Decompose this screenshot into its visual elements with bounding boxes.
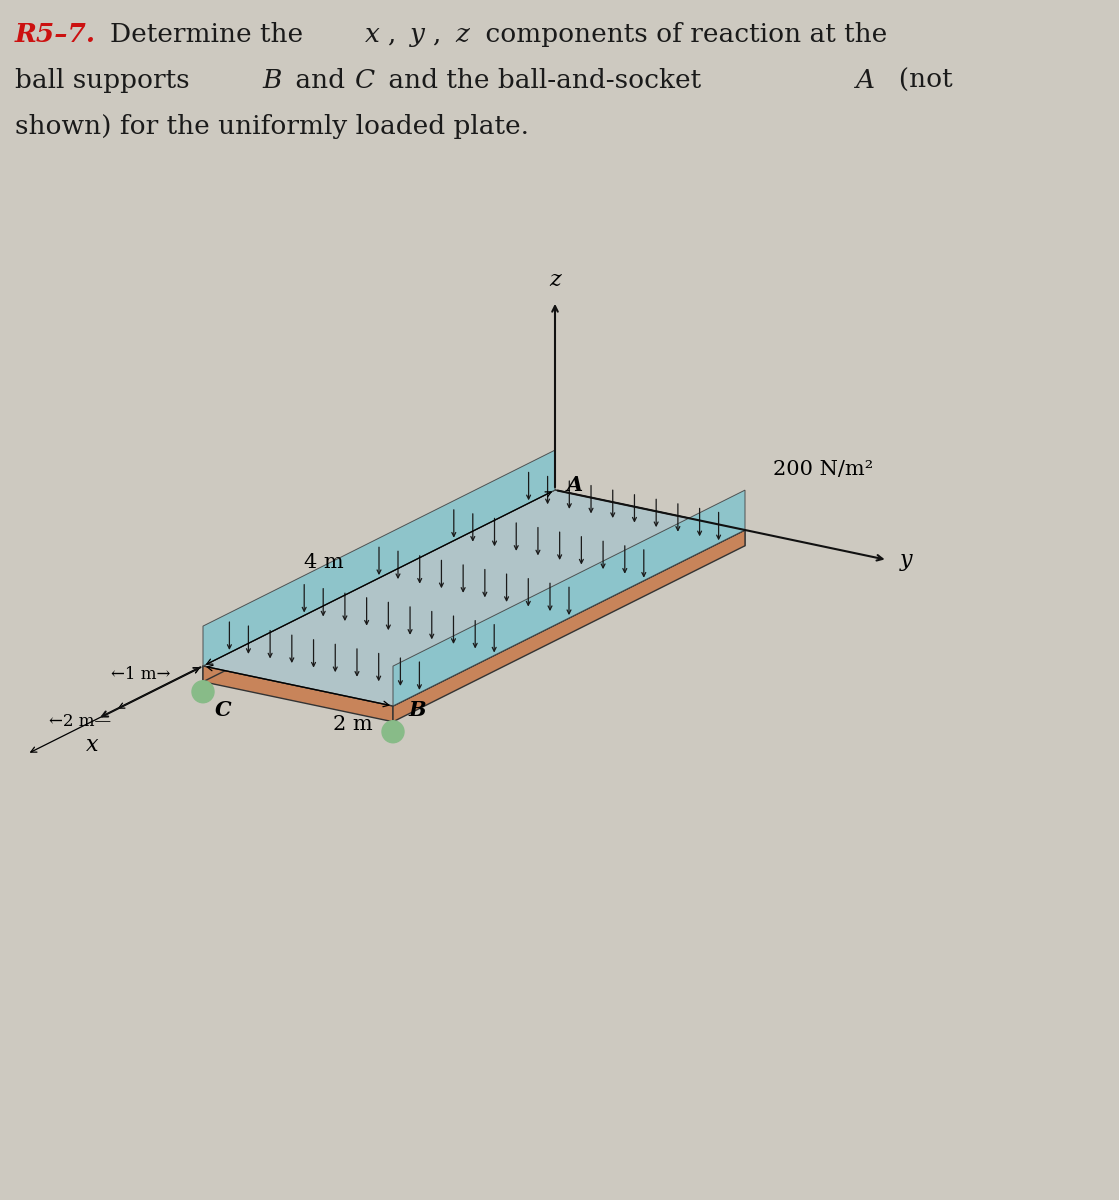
Text: and the ball-and-socket: and the ball-and-socket [380,68,709,92]
Text: components of reaction at the: components of reaction at the [477,22,887,47]
Text: 4 m: 4 m [304,553,344,572]
Text: z: z [549,269,561,290]
Polygon shape [393,530,745,721]
Polygon shape [203,666,393,721]
Text: ←1 m→: ←1 m→ [111,666,171,683]
Polygon shape [203,490,745,706]
Text: B: B [262,68,281,92]
Text: y: y [900,550,912,571]
Text: R5–7.: R5–7. [15,22,96,47]
Text: Determine the: Determine the [110,22,311,47]
Polygon shape [203,490,555,682]
Text: x: x [365,22,379,47]
Polygon shape [203,450,555,666]
Text: z: z [455,22,469,47]
Text: ←2 m—: ←2 m— [49,713,111,730]
Polygon shape [393,490,745,706]
Text: 2 m: 2 m [333,714,373,733]
Circle shape [192,680,214,703]
Text: ball supports: ball supports [15,68,198,92]
Text: ,: , [433,22,450,47]
Text: and: and [286,68,354,92]
Polygon shape [555,490,745,546]
Text: y: y [410,22,425,47]
Text: C: C [215,700,232,720]
Text: 200 N/m²: 200 N/m² [773,460,874,479]
Text: A: A [567,475,583,494]
Text: A: A [855,68,874,92]
Text: (not: (not [882,68,952,92]
Circle shape [382,721,404,743]
Text: C: C [355,68,375,92]
Text: shown) for the uniformly loaded plate.: shown) for the uniformly loaded plate. [15,114,529,139]
Text: ,: , [388,22,405,47]
Text: B: B [408,700,425,720]
Text: x: x [86,734,98,756]
